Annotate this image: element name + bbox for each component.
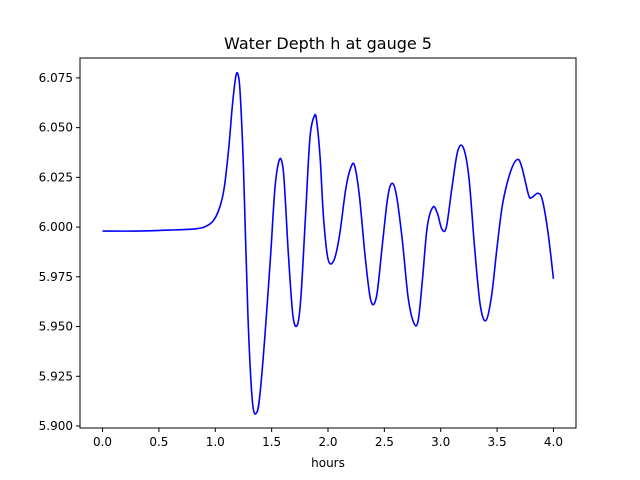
series-line-0 xyxy=(102,71,555,415)
y-tick-label: 5.950 xyxy=(39,320,73,334)
x-tick-label: 4.0 xyxy=(544,435,563,449)
x-tick-label: 0.0 xyxy=(93,435,112,449)
chart-title: Water Depth h at gauge 5 xyxy=(224,34,432,53)
series-layer xyxy=(102,71,555,415)
y-tick-label: 5.975 xyxy=(39,270,73,284)
y-tick-label: 6.000 xyxy=(39,220,73,234)
y-tick-label: 6.075 xyxy=(39,71,73,85)
plot-frame xyxy=(79,57,577,429)
x-axis-label: hours xyxy=(311,456,345,470)
x-axis-ticks: 0.0 0.5 1.0 1.5 2.0 2.5 3.0 3.5 4.0 xyxy=(93,428,563,449)
x-tick-label: 1.0 xyxy=(206,435,225,449)
y-tick-label: 5.900 xyxy=(39,419,73,433)
x-tick-label: 2.0 xyxy=(318,435,337,449)
y-axis-ticks: 5.900 5.925 5.950 5.975 6.000 6.025 6.050 6.075 xyxy=(39,71,80,433)
x-tick-label: 3.0 xyxy=(431,435,450,449)
y-tick-label: 6.025 xyxy=(39,170,73,184)
y-tick-label: 6.050 xyxy=(39,121,73,135)
x-tick-label: 2.5 xyxy=(375,435,394,449)
x-tick-label: 3.5 xyxy=(488,435,507,449)
x-tick-label: 0.5 xyxy=(149,435,168,449)
y-tick-label: 5.925 xyxy=(39,369,73,383)
x-tick-label: 1.5 xyxy=(262,435,281,449)
